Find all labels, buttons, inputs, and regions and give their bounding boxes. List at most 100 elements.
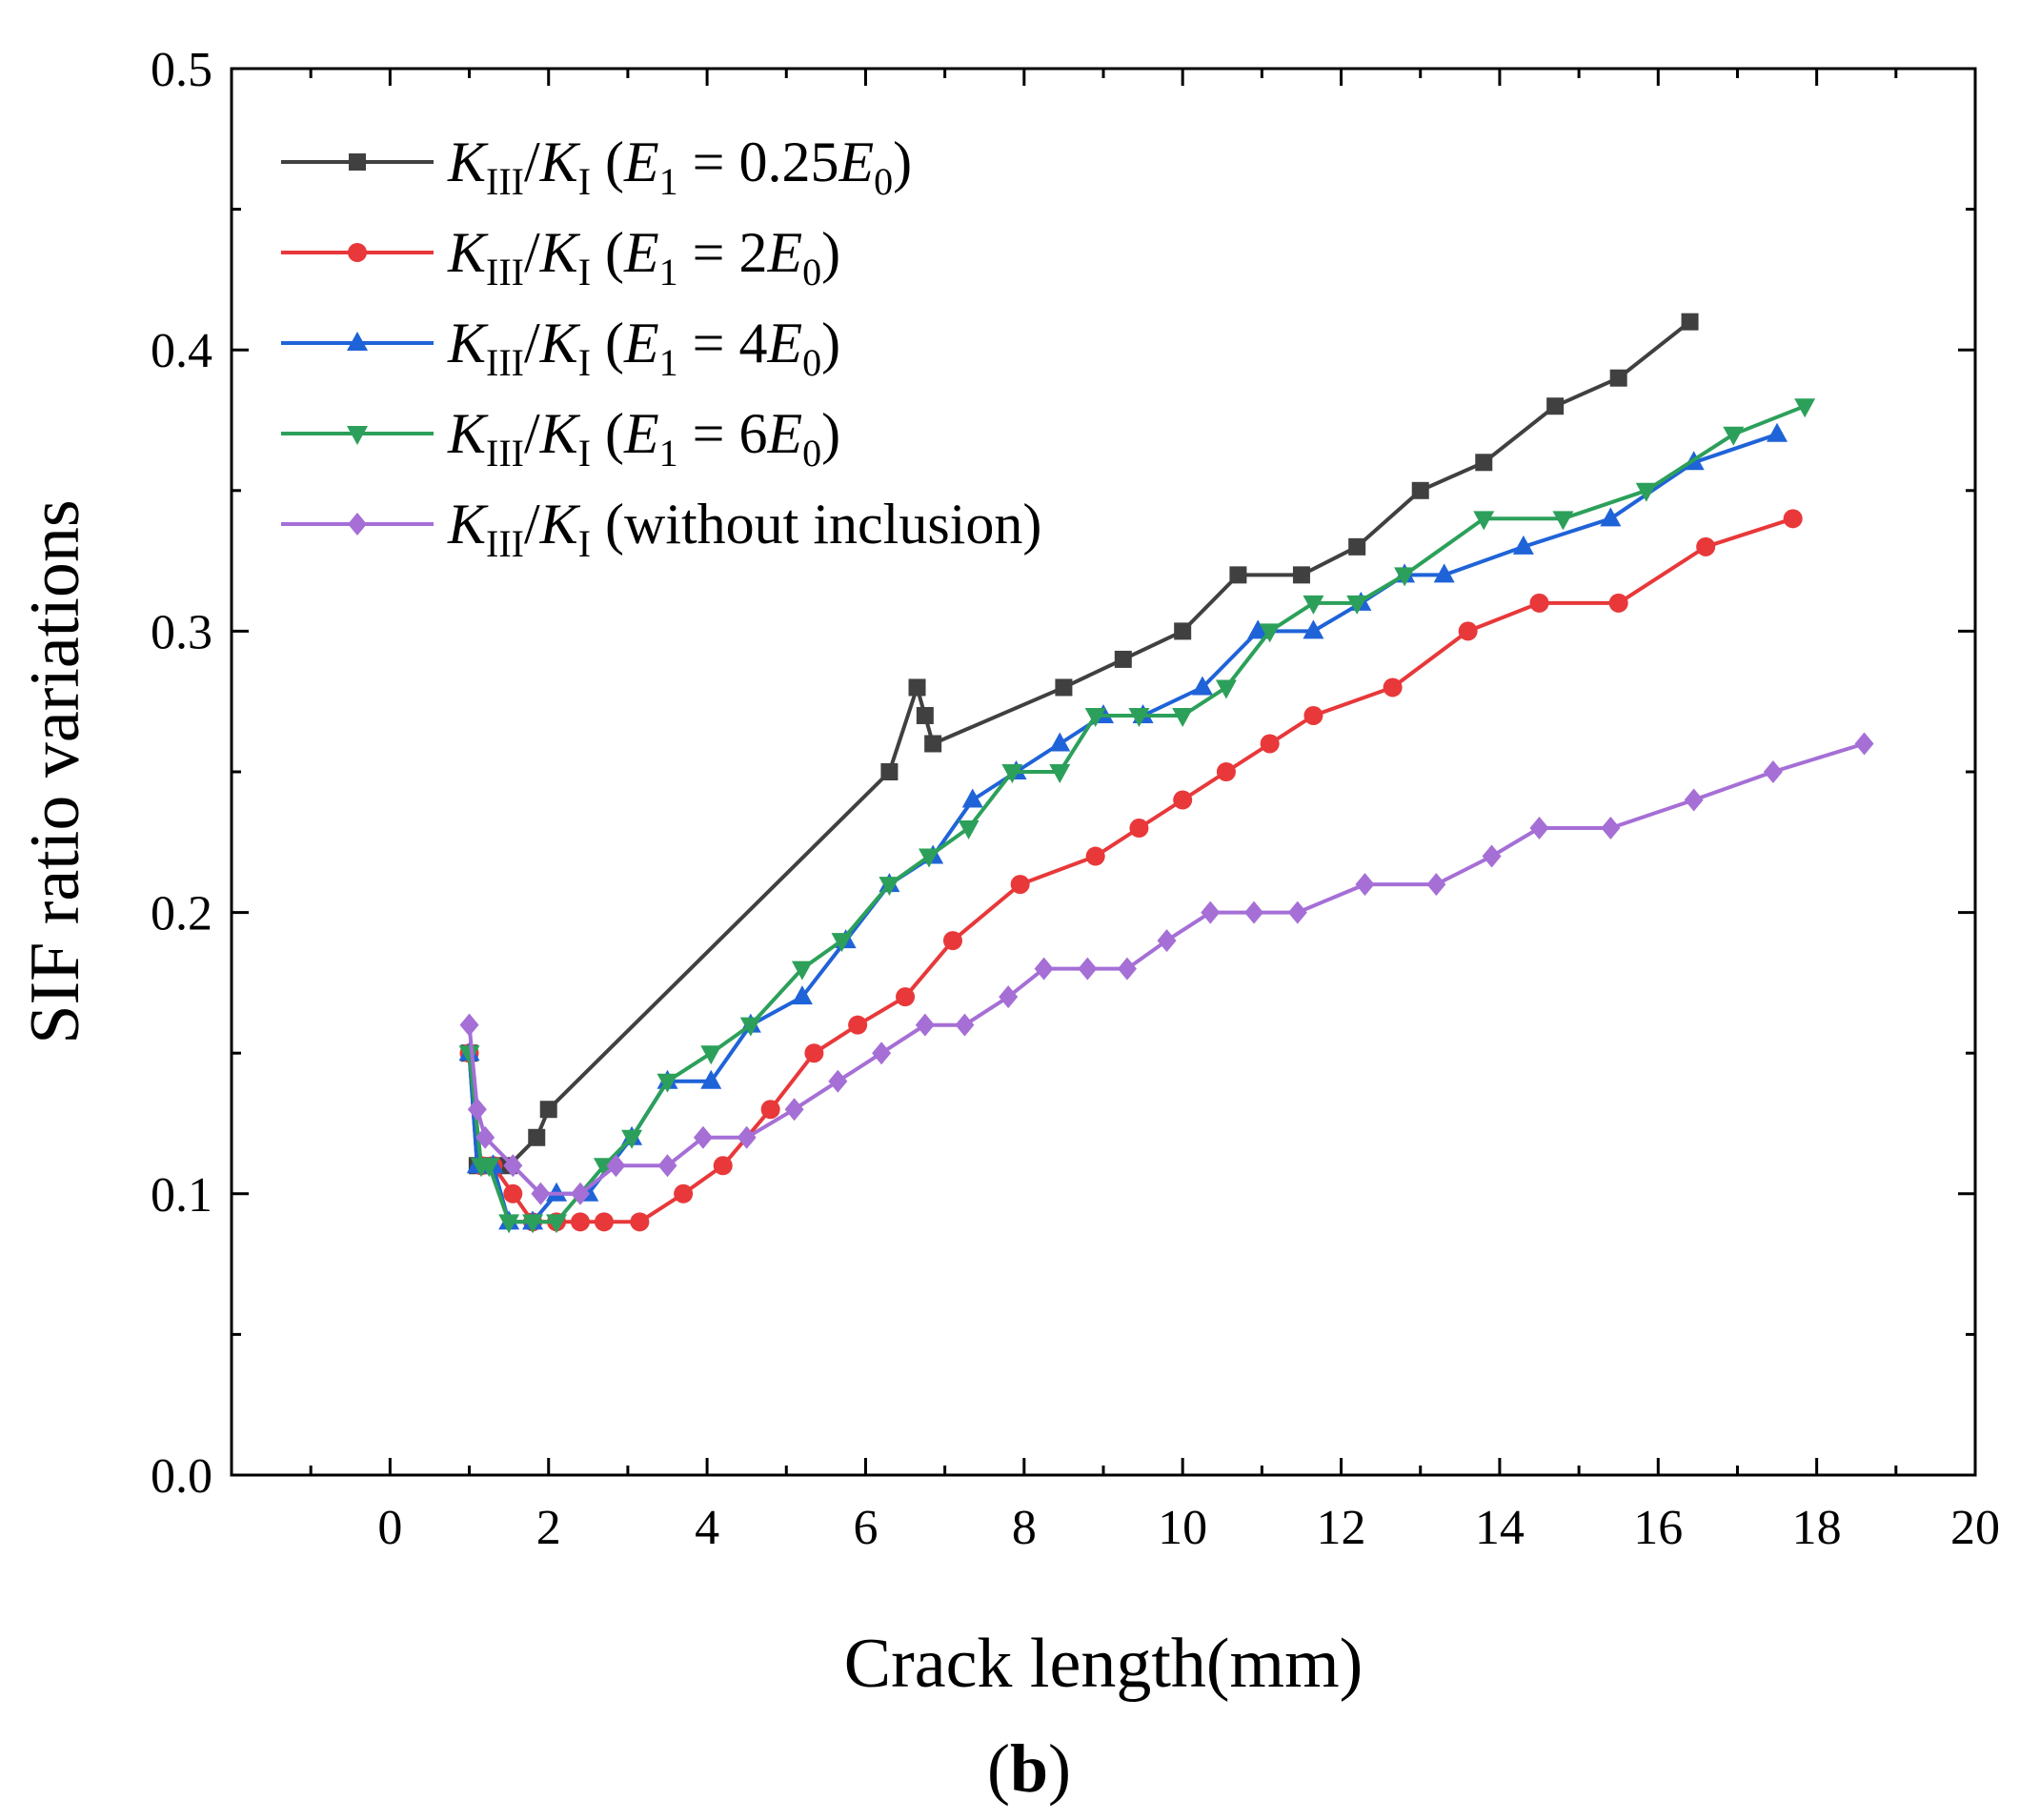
x-axis-title: Crack length(mm) — [844, 1625, 1364, 1703]
data-point — [475, 1125, 495, 1149]
data-point — [1552, 511, 1574, 531]
data-point — [1609, 369, 1627, 387]
data-point — [1260, 734, 1280, 754]
data-point — [1001, 764, 1023, 783]
data-point — [1355, 873, 1375, 897]
data-point — [1767, 422, 1788, 442]
data-point — [879, 877, 900, 897]
data-point — [458, 1045, 480, 1065]
legend-marker — [347, 426, 368, 445]
data-point — [1085, 846, 1105, 866]
data-point — [1173, 790, 1193, 810]
data-point — [1681, 313, 1699, 331]
series-layer — [458, 313, 1874, 1234]
data-point — [915, 1013, 935, 1037]
data-point — [1608, 593, 1628, 613]
data-point — [459, 1013, 479, 1037]
legend-label: KIII/KI (E1 = 0.25E0) — [447, 131, 912, 203]
data-point — [739, 1017, 761, 1037]
data-point — [1055, 678, 1073, 697]
data-point — [828, 1069, 848, 1093]
data-point — [1191, 676, 1213, 696]
y-tick-label: 0.3 — [151, 605, 212, 659]
data-point — [467, 1098, 487, 1122]
data-point — [1157, 929, 1177, 953]
data-point — [916, 706, 934, 724]
data-point — [999, 985, 1019, 1009]
data-point — [713, 1156, 733, 1176]
data-point — [1763, 760, 1783, 783]
legend-label: KIII/KI (E1 = 6E0) — [447, 402, 840, 475]
data-point — [1247, 619, 1269, 639]
x-tick-label: 16 — [1633, 1501, 1683, 1555]
data-point — [503, 1183, 523, 1203]
data-point — [1426, 873, 1446, 897]
data-point — [737, 1125, 757, 1149]
data-point — [784, 1098, 804, 1122]
data-point — [674, 1183, 694, 1203]
data-point — [1794, 398, 1816, 418]
data-point — [919, 848, 939, 868]
data-point — [1174, 622, 1192, 640]
data-point — [656, 1073, 678, 1093]
legend-marker — [348, 243, 367, 262]
legend-item-5: KIII/KI (without inclusion) — [281, 493, 1041, 565]
data-point — [1259, 623, 1281, 643]
legend-marker — [347, 332, 368, 351]
data-point — [528, 1128, 546, 1146]
data-point — [1117, 957, 1137, 981]
data-point — [1129, 819, 1149, 839]
data-point — [1696, 536, 1716, 556]
data-point — [848, 1015, 868, 1035]
data-point — [1482, 844, 1502, 868]
data-point — [546, 1214, 568, 1234]
data-point — [693, 1125, 713, 1149]
data-point — [1383, 677, 1403, 698]
data-point — [942, 931, 962, 951]
data-point — [872, 1041, 892, 1065]
data-point — [1546, 397, 1565, 415]
data-point — [1303, 705, 1323, 725]
x-tick-label: 12 — [1317, 1501, 1366, 1555]
data-point — [760, 1100, 780, 1120]
x-tick-label: 14 — [1475, 1501, 1525, 1555]
x-tick-label: 4 — [695, 1501, 719, 1555]
y-tick-label: 0.5 — [151, 43, 212, 97]
data-point — [1084, 707, 1106, 727]
panel-label-letter: b — [1010, 1730, 1048, 1807]
data-point — [498, 1214, 520, 1234]
y-axis-title: SIF ratio variations — [16, 499, 94, 1043]
legend-item-2: KIII/KI (E1 = 2E0) — [281, 221, 840, 293]
data-point — [1010, 875, 1030, 895]
legend-item-1: KIII/KI (E1 = 0.25E0) — [281, 131, 912, 203]
series-line — [467, 516, 1795, 1224]
data-point — [594, 1212, 614, 1232]
data-point — [1723, 426, 1745, 446]
data-point — [1854, 732, 1874, 756]
data-point — [880, 763, 899, 780]
x-tick-label: 10 — [1158, 1501, 1207, 1555]
data-point — [1601, 817, 1621, 840]
data-point — [531, 1182, 551, 1205]
data-point — [1433, 563, 1455, 583]
data-point — [1303, 619, 1324, 639]
data-point — [1348, 537, 1366, 556]
x-tick-label: 0 — [377, 1501, 402, 1555]
data-point — [1303, 595, 1324, 615]
data-point — [831, 933, 853, 953]
data-point — [1229, 566, 1247, 584]
data-point — [1292, 566, 1310, 584]
data-point — [1394, 567, 1416, 587]
data-point — [571, 1182, 590, 1205]
data-point — [630, 1212, 650, 1232]
legend-label: KIII/KI (E1 = 4E0) — [447, 312, 840, 384]
data-point — [1049, 764, 1071, 783]
legend: KIII/KI (E1 = 0.25E0) KIII/KI (E1 = 2E0) K… — [281, 131, 1041, 565]
series-2 — [459, 509, 1803, 1232]
data-point — [896, 987, 916, 1007]
data-point — [1512, 535, 1534, 555]
data-point — [700, 1069, 722, 1089]
data-point — [621, 1129, 643, 1149]
panel-label: (b) — [987, 1730, 1071, 1807]
